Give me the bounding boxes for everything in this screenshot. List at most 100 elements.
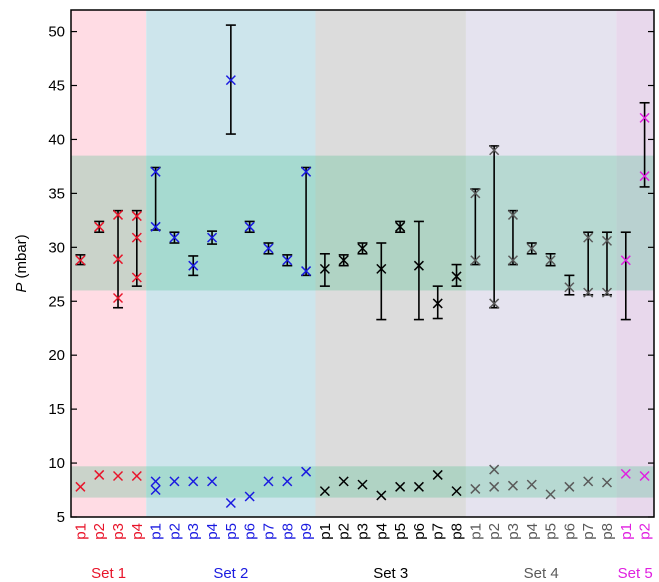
data-point-stroke bbox=[282, 255, 293, 266]
x-tick-label: p1 bbox=[618, 523, 635, 540]
x-tick-label: p4 bbox=[373, 523, 390, 540]
data-point-stroke bbox=[94, 469, 105, 480]
data-point bbox=[225, 75, 236, 86]
y-tick-label: 10 bbox=[48, 455, 65, 472]
data-point-stroke bbox=[489, 145, 500, 156]
set-label: Set 4 bbox=[524, 565, 559, 582]
data-point bbox=[376, 263, 387, 274]
data-point-stroke bbox=[470, 188, 481, 199]
x-tick-label: p5 bbox=[223, 523, 240, 540]
data-point bbox=[263, 476, 274, 487]
data-point-stroke bbox=[376, 490, 387, 501]
data-point-stroke bbox=[507, 255, 518, 266]
x-tick-label: p8 bbox=[449, 523, 466, 540]
x-tick-label: p3 bbox=[505, 523, 522, 540]
x-tick-label: p6 bbox=[561, 523, 578, 540]
data-point bbox=[489, 464, 500, 475]
data-point bbox=[489, 145, 500, 156]
x-tick-label: p2 bbox=[166, 523, 183, 540]
data-point bbox=[338, 255, 349, 266]
x-tick-label: p6 bbox=[411, 523, 428, 540]
data-point bbox=[545, 489, 556, 500]
plot-frame bbox=[70, 9, 655, 518]
data-point bbox=[545, 255, 556, 266]
data-point-stroke bbox=[507, 209, 518, 220]
data-point-stroke bbox=[583, 287, 594, 298]
data-point-stroke bbox=[225, 497, 236, 509]
y-axis-label: P (mbar) bbox=[13, 234, 30, 292]
data-point bbox=[75, 481, 86, 492]
data-point-stroke bbox=[639, 470, 650, 482]
data-point bbox=[244, 491, 255, 502]
data-point-stroke bbox=[470, 255, 481, 266]
data-point-stroke bbox=[75, 481, 86, 492]
data-point bbox=[301, 266, 312, 277]
data-point-stroke bbox=[413, 260, 424, 271]
data-markers bbox=[75, 75, 650, 509]
data-point bbox=[583, 232, 594, 243]
data-point bbox=[188, 476, 199, 487]
y-tick-label: 20 bbox=[48, 347, 65, 364]
data-point-stroke bbox=[583, 476, 594, 487]
data-point bbox=[413, 481, 424, 492]
data-point-stroke bbox=[207, 476, 218, 487]
x-tick-label: p8 bbox=[279, 523, 296, 540]
x-tick-label: p7 bbox=[260, 523, 277, 540]
data-point bbox=[395, 481, 406, 492]
data-point-stroke bbox=[564, 282, 575, 293]
highlight-bands bbox=[71, 155, 654, 498]
data-point bbox=[112, 209, 124, 220]
data-point bbox=[207, 476, 218, 487]
data-point bbox=[639, 112, 650, 123]
data-point bbox=[150, 485, 161, 496]
data-point-stroke bbox=[620, 255, 631, 266]
x-tick-label: p4 bbox=[204, 523, 221, 540]
data-point-stroke bbox=[150, 221, 161, 232]
x-tick-label: p1 bbox=[72, 523, 89, 540]
data-point bbox=[131, 272, 142, 283]
data-point bbox=[319, 263, 330, 274]
x-tick-label: p5 bbox=[392, 523, 409, 540]
data-point-stroke bbox=[131, 470, 142, 482]
data-point bbox=[357, 479, 368, 490]
data-point bbox=[131, 232, 142, 243]
x-tick-label: p4 bbox=[524, 523, 541, 540]
data-point-stroke bbox=[244, 491, 255, 502]
set-background bbox=[465, 10, 617, 517]
data-point bbox=[451, 271, 462, 282]
data-point-stroke bbox=[413, 481, 424, 492]
data-point bbox=[301, 466, 312, 477]
data-point-stroke bbox=[507, 480, 518, 491]
data-point bbox=[620, 468, 631, 479]
y-tick-label: 45 bbox=[48, 78, 65, 95]
set-label: Set 1 bbox=[91, 565, 126, 582]
data-point bbox=[225, 497, 236, 509]
data-point-stroke bbox=[601, 235, 613, 246]
y-tick-label: 25 bbox=[48, 293, 65, 310]
data-point-stroke bbox=[169, 232, 180, 243]
data-point bbox=[564, 282, 575, 293]
data-point bbox=[470, 188, 481, 199]
data-point-stroke bbox=[545, 489, 556, 500]
x-tick-label: p7 bbox=[430, 523, 447, 540]
data-point bbox=[244, 221, 255, 232]
data-point-stroke bbox=[112, 254, 124, 265]
data-point-stroke bbox=[432, 298, 443, 309]
data-point bbox=[470, 483, 481, 494]
y-axis-ticks: 5 10 15 20 25 30 35 40 45 50 bbox=[48, 24, 654, 526]
data-point-stroke bbox=[282, 476, 293, 487]
data-point bbox=[620, 255, 631, 266]
set-label: Set 3 bbox=[373, 565, 408, 582]
y-tick-label: 5 bbox=[57, 509, 65, 526]
data-point-stroke bbox=[601, 477, 613, 488]
data-point bbox=[639, 470, 650, 482]
data-point-stroke bbox=[131, 211, 142, 222]
data-point bbox=[282, 476, 293, 487]
x-tick-label: p2 bbox=[91, 523, 108, 540]
data-point-stroke bbox=[112, 209, 124, 220]
data-point-stroke bbox=[526, 479, 537, 490]
x-tick-label: p1 bbox=[148, 523, 165, 540]
data-point bbox=[169, 476, 180, 487]
set-labels: Set 1 Set 2 Set 3 Set 4 Set 5 bbox=[91, 565, 653, 582]
data-point bbox=[564, 481, 575, 492]
